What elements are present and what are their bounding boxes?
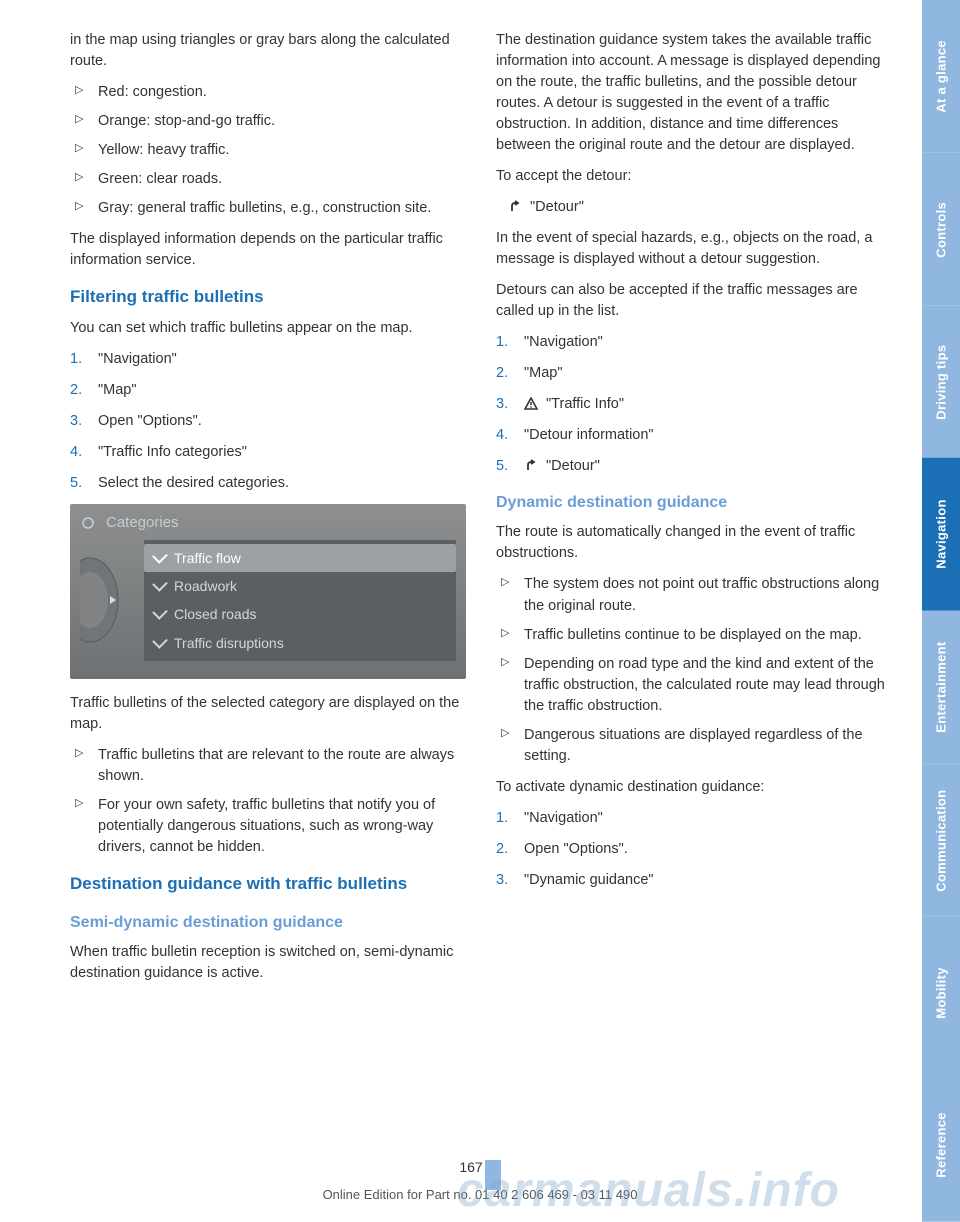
list-item: 4."Traffic Info categories" xyxy=(70,442,466,463)
right-steps1: 1."Navigation" 2."Map" 3. "Traffic Info"… xyxy=(496,332,892,477)
list-item: 3."Dynamic guidance" xyxy=(496,870,892,891)
list-item: Orange: stop-and-go traffic. xyxy=(70,111,466,132)
check-icon xyxy=(152,576,168,592)
sidebar-tab-entertainment[interactable]: Entertainment xyxy=(922,611,960,764)
after-screenshot-text: Traffic bulletins of the selected catego… xyxy=(70,693,466,735)
color-bullet-list: Red: congestion. Orange: stop-and-go tra… xyxy=(70,82,466,219)
right-steps2: 1."Navigation" 2.Open "Options". 3."Dyna… xyxy=(496,808,892,891)
list-item: The system does not point out traffic ob… xyxy=(496,574,892,616)
sidebar-tab-mobility[interactable]: Mobility xyxy=(922,917,960,1070)
step-label: "Map" xyxy=(524,365,563,381)
step-label: "Navigation" xyxy=(524,334,603,350)
filtering-heading: Filtering traffic bulletins xyxy=(70,285,466,310)
step-label: Open "Options". xyxy=(98,413,202,429)
right-intro: The destination guidance system takes th… xyxy=(496,30,892,156)
satellite-icon xyxy=(80,515,96,531)
step-label: "Map" xyxy=(98,382,137,398)
sidebar-tab-driving-tips[interactable]: Driving tips xyxy=(922,306,960,459)
list-item: 3.Open "Options". xyxy=(70,411,466,432)
list-item: Yellow: heavy traffic. xyxy=(70,140,466,161)
screenshot-header: Categories xyxy=(80,512,456,534)
check-icon xyxy=(152,605,168,621)
list-item: Red: congestion. xyxy=(70,82,466,103)
detour-text: "Detour" xyxy=(530,199,584,215)
screenshot-listbox: Traffic flow Roadwork Closed roads Traff… xyxy=(144,540,456,661)
screenshot-item: Traffic flow xyxy=(144,544,456,572)
left-column: in the map using triangles or gray bars … xyxy=(70,30,466,1202)
sidebar-tab-communication[interactable]: Communication xyxy=(922,764,960,917)
categories-screenshot: Categories Traffic flow Roadwork Closed … xyxy=(70,504,466,679)
list-item: For your own safety, traffic bulletins t… xyxy=(70,795,466,858)
detour-icon xyxy=(508,199,522,213)
screenshot-item: Closed roads xyxy=(144,600,456,628)
list-item: Traffic bulletins continue to be display… xyxy=(496,625,892,646)
list-item: Traffic bulletins that are relevant to t… xyxy=(70,745,466,787)
check-icon xyxy=(152,548,168,564)
step-label: "Traffic Info categories" xyxy=(98,444,247,460)
sidebar: At a glance Controls Driving tips Naviga… xyxy=(922,0,960,1222)
semi-dynamic-body: When traffic bulletin reception is switc… xyxy=(70,942,466,984)
accept-detour-label: To accept the detour: xyxy=(496,166,892,187)
list-item: 4."Detour information" xyxy=(496,425,892,446)
detour-icon xyxy=(524,458,538,472)
step-label: "Traffic Info" xyxy=(546,396,624,412)
content-area: in the map using triangles or gray bars … xyxy=(0,0,922,1222)
screenshot-item: Roadwork xyxy=(144,572,456,600)
step-label: "Detour" xyxy=(546,458,600,474)
knob-icon xyxy=(80,550,126,650)
detour-line: "Detour" xyxy=(496,197,892,218)
screenshot-item: Traffic disruptions xyxy=(144,629,456,657)
list-item: Gray: general traffic bulletins, e.g., c… xyxy=(70,198,466,219)
right-para3: Detours can also be accepted if the traf… xyxy=(496,280,892,322)
after-bullets-text: The displayed information depends on the… xyxy=(70,229,466,271)
sidebar-tab-at-a-glance[interactable]: At a glance xyxy=(922,0,960,153)
warning-triangle-icon xyxy=(524,397,538,410)
page-container: in the map using triangles or gray bars … xyxy=(0,0,960,1222)
sidebar-tab-navigation[interactable]: Navigation xyxy=(922,458,960,611)
dest-guidance-heading: Destination guidance with traffic bullet… xyxy=(70,872,466,897)
filtering-body: You can set which traffic bulletins appe… xyxy=(70,318,466,339)
step-label: "Detour information" xyxy=(524,427,654,443)
page-footer: Online Edition for Part no. 01 40 2 606 … xyxy=(0,1187,960,1202)
step-label: Select the desired categories. xyxy=(98,475,289,491)
page-number: 167 xyxy=(0,1159,960,1176)
list-item: 2."Map" xyxy=(496,363,892,384)
safety-bullets: Traffic bulletins that are relevant to t… xyxy=(70,745,466,858)
list-item: Green: clear roads. xyxy=(70,169,466,190)
list-item: 1."Navigation" xyxy=(70,349,466,370)
right-para2: In the event of special hazards, e.g., o… xyxy=(496,228,892,270)
list-item: 5.Select the desired categories. xyxy=(70,473,466,494)
dynamic-body: The route is automatically changed in th… xyxy=(496,522,892,564)
semi-dynamic-heading: Semi-dynamic destination guidance xyxy=(70,911,466,934)
page-number-bar xyxy=(485,1160,501,1190)
step-label: "Navigation" xyxy=(524,810,603,826)
check-icon xyxy=(152,633,168,649)
activate-label: To activate dynamic destination guidance… xyxy=(496,777,892,798)
right-column: The destination guidance system takes th… xyxy=(496,30,892,1202)
list-item: 1."Navigation" xyxy=(496,332,892,353)
list-item: 5. "Detour" xyxy=(496,456,892,477)
dynamic-bullets: The system does not point out traffic ob… xyxy=(496,574,892,766)
list-item: 2.Open "Options". xyxy=(496,839,892,860)
filtering-steps: 1."Navigation" 2."Map" 3.Open "Options".… xyxy=(70,349,466,494)
intro-text: in the map using triangles or gray bars … xyxy=(70,30,466,72)
list-item: 1."Navigation" xyxy=(496,808,892,829)
list-item: Dangerous situations are displayed regar… xyxy=(496,725,892,767)
step-label: "Navigation" xyxy=(98,351,177,367)
dynamic-heading: Dynamic destination guidance xyxy=(496,491,892,514)
list-item: Depending on road type and the kind and … xyxy=(496,654,892,717)
list-item: 3. "Traffic Info" xyxy=(496,394,892,415)
sidebar-tab-controls[interactable]: Controls xyxy=(922,153,960,306)
step-label: "Dynamic guidance" xyxy=(524,872,654,888)
step-label: Open "Options". xyxy=(524,841,628,857)
list-item: 2."Map" xyxy=(70,380,466,401)
screenshot-title: Categories xyxy=(106,512,179,534)
